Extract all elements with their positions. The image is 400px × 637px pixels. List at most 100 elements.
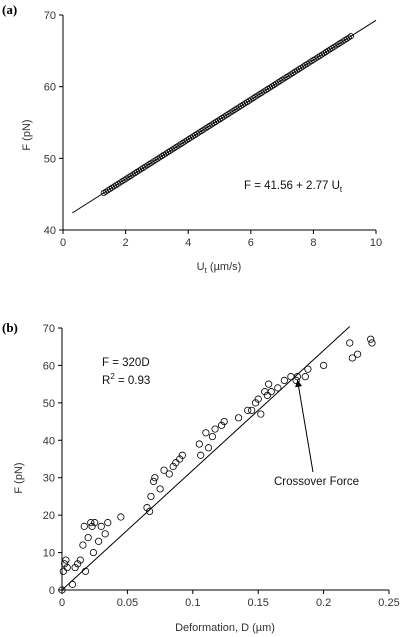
data-point bbox=[89, 548, 97, 557]
y-tick-label: 70 bbox=[44, 10, 56, 22]
data-point bbox=[76, 556, 84, 564]
data-point bbox=[165, 470, 173, 478]
y-tick-labels-b: 0 10 20 30 40 50 60 70 bbox=[43, 323, 55, 597]
fit-line bbox=[61, 326, 351, 591]
data-point bbox=[354, 350, 362, 358]
data-point bbox=[274, 384, 282, 392]
data-point bbox=[79, 541, 87, 549]
data-point bbox=[368, 339, 376, 347]
y-tick-label: 60 bbox=[44, 82, 56, 94]
data-point bbox=[248, 406, 256, 414]
data-point bbox=[195, 440, 203, 448]
data-point bbox=[146, 507, 154, 515]
r-squared-b: R2 = 0.93 bbox=[102, 372, 150, 387]
x-tick-label: 4 bbox=[185, 237, 191, 249]
data-point bbox=[68, 580, 77, 588]
data-point bbox=[292, 376, 300, 384]
y-axis-label-b: F (pN) bbox=[13, 462, 25, 493]
y-tick-label: 40 bbox=[43, 435, 55, 447]
chart-panel-a: (a) 0 2 4 6 8 10 40 50 60 70 Ut (µm/s) F (pN) F … bbox=[2, 2, 382, 275]
data-point bbox=[160, 466, 168, 474]
data-point bbox=[234, 414, 243, 422]
data-point bbox=[95, 537, 103, 545]
data-point bbox=[347, 33, 354, 40]
axes-b bbox=[58, 327, 390, 594]
data-point bbox=[62, 556, 70, 564]
data-point bbox=[147, 492, 155, 501]
data-point bbox=[211, 425, 219, 433]
data-point bbox=[244, 406, 252, 414]
data-point bbox=[117, 513, 125, 521]
x-axis-label-b: Deformation, D (µm) bbox=[175, 622, 275, 634]
x-tick-label: 0.1 bbox=[185, 597, 200, 609]
data-point bbox=[172, 459, 180, 467]
equation-a: F = 41.56 + 2.77 Ut bbox=[244, 180, 343, 194]
data-point bbox=[88, 522, 96, 530]
x-tick-labels-a: 0 2 4 6 8 10 bbox=[60, 237, 382, 249]
data-point bbox=[149, 477, 158, 486]
x-tick-label: 6 bbox=[248, 237, 254, 249]
x-tick-label: 0.2 bbox=[316, 597, 331, 609]
data-point bbox=[58, 586, 66, 594]
data-point bbox=[101, 530, 109, 538]
chart-panel-b: (b) 0 0.05 0.1 0.15 0.2 0.25 010203040506070 … bbox=[2, 320, 400, 634]
y-tick-label: 30 bbox=[43, 473, 55, 485]
panel-label-a: (a) bbox=[2, 2, 17, 17]
data-point bbox=[81, 567, 90, 575]
panel-label-b: (b) bbox=[2, 320, 18, 335]
data-point bbox=[202, 429, 210, 437]
y-tick-labels-a: 40 50 60 70 bbox=[44, 10, 56, 237]
x-tick-label: 2 bbox=[123, 237, 129, 249]
data-point bbox=[104, 519, 112, 527]
data-point bbox=[169, 462, 177, 471]
y-tick-label: 50 bbox=[43, 398, 55, 410]
data-point bbox=[87, 519, 95, 527]
data-point bbox=[176, 455, 184, 463]
points-a bbox=[100, 33, 354, 197]
crossover-arrow bbox=[295, 379, 314, 473]
data-point bbox=[63, 563, 71, 572]
data-point bbox=[267, 388, 275, 396]
data-point bbox=[208, 432, 217, 441]
data-point bbox=[197, 451, 205, 459]
data-point bbox=[59, 567, 67, 575]
data-point bbox=[204, 444, 213, 452]
x-tick-labels-b: 0 0.05 0.1 0.15 0.2 0.25 bbox=[59, 597, 400, 609]
y-tick-label: 70 bbox=[43, 323, 55, 335]
data-point bbox=[143, 504, 151, 512]
x-axis-label-a: Ut (µm/s) bbox=[197, 261, 242, 275]
points-b bbox=[58, 335, 376, 594]
data-point bbox=[319, 361, 328, 370]
data-point bbox=[301, 373, 309, 381]
data-point bbox=[80, 522, 88, 530]
data-point bbox=[217, 421, 226, 429]
data-point bbox=[251, 399, 260, 407]
y-tick-label: 20 bbox=[43, 510, 55, 522]
data-point bbox=[367, 335, 375, 343]
data-point bbox=[257, 410, 265, 418]
data-point bbox=[61, 560, 69, 568]
data-point bbox=[156, 485, 164, 493]
data-point bbox=[265, 380, 273, 388]
crossover-annotation: Crossover Force bbox=[274, 476, 359, 488]
data-point bbox=[346, 339, 354, 347]
arrow-shaft bbox=[296, 379, 314, 473]
x-tick-label: 8 bbox=[310, 237, 316, 249]
data-point bbox=[71, 563, 79, 572]
x-tick-label: 0 bbox=[59, 597, 65, 609]
data-point bbox=[304, 365, 312, 373]
y-tick-label: 40 bbox=[44, 225, 56, 237]
y-tick-label: 0 bbox=[49, 585, 55, 597]
x-tick-label: 0.05 bbox=[117, 597, 138, 609]
equation-b: F = 320D bbox=[102, 357, 150, 369]
data-point bbox=[91, 519, 99, 527]
data-point bbox=[263, 391, 271, 399]
y-tick-label: 60 bbox=[43, 360, 55, 372]
x-tick-label: 0 bbox=[60, 237, 66, 249]
axes-a bbox=[59, 14, 377, 234]
x-tick-label: 0.25 bbox=[378, 597, 399, 609]
y-tick-label: 50 bbox=[44, 153, 56, 165]
data-point bbox=[151, 474, 159, 482]
x-tick-label: 10 bbox=[370, 237, 382, 249]
